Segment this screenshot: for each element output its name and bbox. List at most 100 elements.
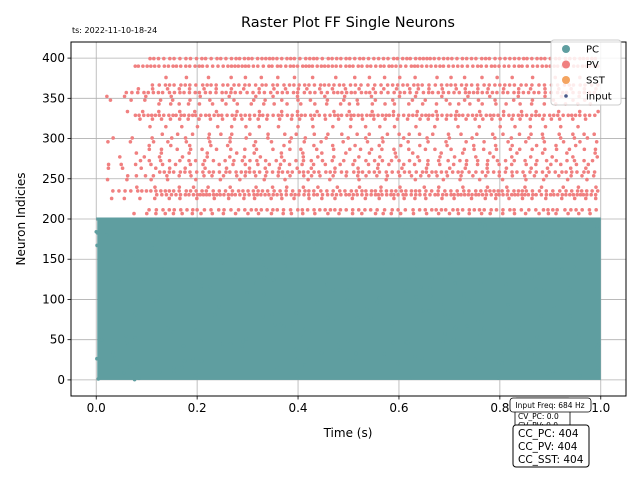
pv-spike-dot [530,98,535,102]
pv-spike-dot [447,166,452,171]
pv-spike-dot [487,83,492,87]
pv-spike-dot [551,189,555,193]
pv-spike-dot [163,211,168,216]
pv-spike-dot [268,90,273,95]
pv-spike-dot [534,192,538,197]
pc-spike-dot [331,288,336,292]
pv-spike-dot [224,170,228,174]
pc-spike-dot [428,286,432,290]
timestamp-label: ts: 2022-11-10-18-24 [72,26,157,35]
pv-spike-dot [156,56,161,61]
pv-spike-dot [178,192,183,197]
pv-spike-dot [390,170,395,174]
pv-spike-dot [225,113,229,118]
plot-frame [70,41,627,397]
pv-spike-dot [188,189,193,193]
pv-spike-dot [569,189,574,193]
pc-spike-dot [506,302,510,307]
pc-spike-dot [337,341,341,346]
pv-spike-dot [109,196,114,201]
pv-spike-dot [267,64,271,68]
pc-spike-dot [447,315,452,320]
pc-spike-dot [558,297,562,302]
pv-spike-dot [147,143,152,148]
pv-spike-dot [265,208,269,212]
pv-spike-dot [549,117,554,121]
pv-spike-dot [568,166,573,171]
pv-spike-dot [472,208,477,212]
pv-spike-dot [326,56,331,61]
pv-spike-dot [311,124,315,129]
pv-spike-dot [512,189,516,193]
pv-spike-dot [134,151,139,155]
pv-spike-dot [136,87,141,91]
pv-spike-dot [529,132,533,137]
pv-spike-dot [197,117,201,121]
pv-spike-dot [177,102,181,106]
pv-spike-dot [524,162,529,167]
pv-spike-dot [259,192,263,197]
pv-spike-dot [237,56,242,61]
pv-spike-dot [518,117,522,121]
pv-spike-dot [352,75,357,80]
pv-spike-dot [308,90,312,95]
pv-spike-dot [239,170,244,174]
pv-spike-dot [546,211,551,216]
pv-spike-dot [424,170,429,174]
pv-spike-dot [462,192,467,197]
pv-spike-dot [210,173,214,178]
pv-spike-dot [325,98,330,102]
pv-spike-dot [157,64,161,68]
pv-spike-dot [513,192,517,197]
pv-spike-dot [177,173,182,178]
pv-spike-dot [360,192,364,197]
pv-spike-dot [475,162,480,167]
pv-spike-dot [522,173,527,178]
pv-spike-dot [458,158,462,163]
pv-spike-dot [564,189,568,193]
pc-spike-dot [530,351,534,356]
pv-spike-dot [193,64,197,68]
pv-spike-dot [516,90,521,95]
pv-spike-dot [162,170,167,174]
pv-spike-dot [350,211,355,216]
pv-spike-dot [386,90,390,95]
pv-spike-dot [217,170,222,174]
pv-spike-dot [509,192,514,197]
pv-spike-dot [276,170,281,174]
pv-spike-dot [493,83,497,87]
pv-spike-dot [235,109,239,114]
pv-spike-dot [303,56,308,61]
pv-spike-dot [328,208,333,212]
pv-spike-dot [590,189,594,193]
pv-spike-dot [301,155,306,159]
pc-spike-dot [172,369,177,374]
pv-spike-dot [411,211,416,216]
pv-spike-dot [188,83,192,87]
pv-spike-dot [178,170,183,174]
pv-spike-dot [338,102,343,106]
pv-spike-dot [395,117,400,121]
pc-spike-dot [504,282,508,287]
pv-spike-dot [351,170,356,174]
pc-spike-dot [404,289,408,293]
pc-spike-dot [576,251,580,256]
pv-spike-dot [564,192,568,197]
pv-spike-dot [528,117,533,121]
pv-spike-dot [408,56,413,61]
pv-spike-dot [501,132,505,137]
pv-spike-dot [271,113,275,118]
pv-spike-dot [365,113,369,118]
pv-spike-dot [188,98,192,102]
pv-spike-dot [292,83,296,87]
pv-spike-dot [247,166,252,171]
pc-spike-dot [307,347,311,351]
pv-spike-dot [264,170,269,174]
pv-spike-dot [467,90,472,95]
pv-spike-dot [425,136,429,140]
pc-spike-dot [577,221,581,225]
pv-spike-dot [232,117,237,121]
pv-spike-dot [420,64,424,68]
pv-spike-dot [141,64,145,68]
pv-spike-dot [457,90,462,95]
